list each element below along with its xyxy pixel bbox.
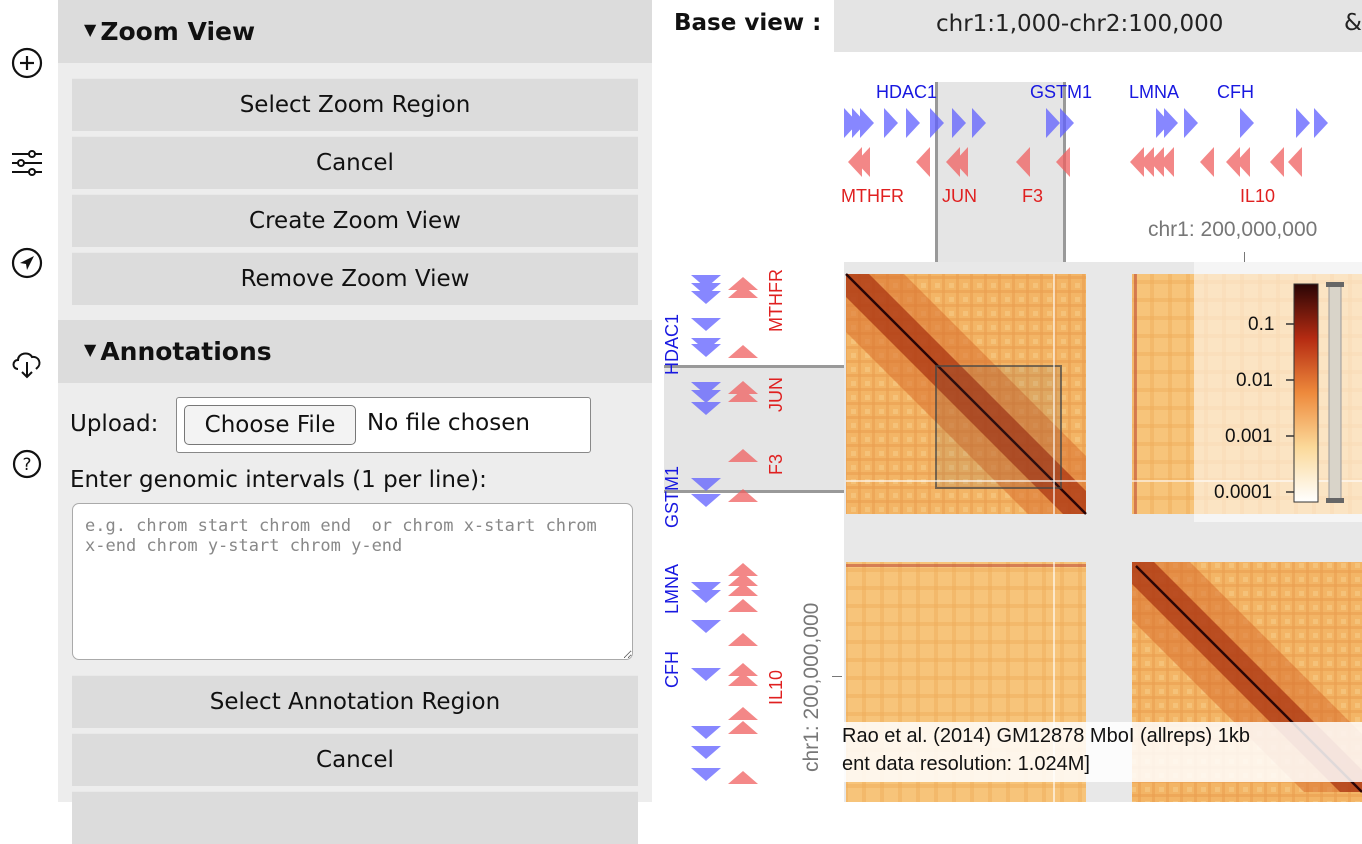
selection-band-vertical: [935, 82, 1066, 264]
plus-circle-icon[interactable]: [9, 45, 45, 81]
intervals-label: Enter genomic intervals (1 per line):: [70, 467, 487, 493]
y-axis-tick: [832, 676, 842, 677]
colorbar-tick-0.0001: 0.0001: [1214, 482, 1273, 503]
upload-label: Upload:: [70, 411, 159, 437]
top-gene-f3: F3: [1022, 186, 1044, 206]
top-gene-il10: IL10: [1240, 186, 1276, 206]
sliders-icon[interactable]: [9, 145, 45, 181]
file-input[interactable]: Choose File No file chosen: [176, 397, 591, 453]
colorbar-tick-0.1: 0.1: [1248, 314, 1275, 335]
zoom-cancel-button[interactable]: Cancel: [72, 136, 638, 189]
caption-line-2: ent data resolution: 1.024M]: [842, 753, 1090, 775]
left-gene-lmna: LMNA: [662, 563, 682, 614]
svg-text:?: ?: [22, 455, 31, 475]
caret-down-icon: ▼: [84, 20, 97, 39]
x-axis-tick: [1244, 252, 1245, 262]
base-view-label: Base view :: [674, 10, 822, 36]
left-gene-il10: IL10: [766, 669, 786, 705]
x-axis-label: chr1: 200,000,000: [1148, 218, 1318, 241]
file-status: No file chosen: [367, 410, 530, 436]
next-button-partial[interactable]: [72, 791, 638, 844]
intervals-textarea[interactable]: [72, 503, 633, 660]
top-gene-mthfr: MTHFR: [841, 186, 904, 206]
zoom-view-header[interactable]: ▼ Zoom View: [58, 0, 652, 63]
top-gene-lmna: LMNA: [1129, 82, 1180, 102]
top-gene-track: [844, 108, 1328, 177]
selection-band-horizontal: [664, 365, 846, 493]
hic-viewer: Base view : chr1:1,000-chr2:100,000 & HD…: [652, 0, 1362, 802]
left-gene-track: [691, 275, 758, 784]
hic-heatmap[interactable]: [844, 262, 1362, 802]
left-gene-gstm1: GSTM1: [662, 465, 682, 528]
top-gene-jun: JUN: [942, 186, 977, 206]
base-view-field[interactable]: chr1:1,000-chr2:100,000 &: [834, 0, 1362, 52]
settings-panel: ▼ Zoom View Select Zoom Region Cancel Cr…: [58, 0, 652, 844]
choose-file-button[interactable]: Choose File: [184, 405, 356, 445]
left-gene-jun: JUN: [766, 377, 786, 412]
top-gene-cfh: CFH: [1217, 82, 1254, 102]
zoom-view-title: Zoom View: [100, 17, 256, 46]
help-icon[interactable]: ?: [9, 446, 45, 482]
caret-down-icon: ▼: [84, 340, 97, 359]
create-zoom-view-button[interactable]: Create Zoom View: [72, 194, 638, 247]
dataset-caption: Rao et al. (2014) GM12878 MboI (allreps)…: [842, 722, 1362, 782]
annotation-cancel-button[interactable]: Cancel: [72, 733, 638, 786]
top-gene-gstm1: GSTM1: [1030, 82, 1093, 102]
caption-line-1: Rao et al. (2014) GM12878 MboI (allreps)…: [842, 725, 1250, 747]
left-gene-mthfr: MTHFR: [766, 269, 786, 332]
cloud-download-icon[interactable]: [9, 345, 45, 381]
colorbar-tick-0.01: 0.01: [1236, 370, 1273, 391]
left-gene-f3: F3: [766, 453, 786, 475]
select-annotation-region-button[interactable]: Select Annotation Region: [72, 675, 638, 728]
base-view-trailing: &: [1344, 10, 1362, 36]
icon-sidebar: ?: [0, 0, 58, 802]
left-gene-hdac1: HDAC1: [662, 313, 682, 375]
base-view-value: chr1:1,000-chr2:100,000: [936, 11, 1224, 37]
annotations-title: Annotations: [100, 337, 272, 366]
annotations-header[interactable]: ▼ Annotations: [58, 320, 652, 383]
y-axis-label: chr1: 200,000,000: [800, 602, 823, 772]
colorbar-tick-0.001: 0.001: [1225, 426, 1273, 447]
navigate-icon[interactable]: [9, 245, 45, 281]
remove-zoom-view-button[interactable]: Remove Zoom View: [72, 252, 638, 305]
left-gene-cfh: CFH: [662, 651, 682, 688]
select-zoom-region-button[interactable]: Select Zoom Region: [72, 78, 638, 131]
top-gene-hdac1: HDAC1: [876, 82, 938, 102]
